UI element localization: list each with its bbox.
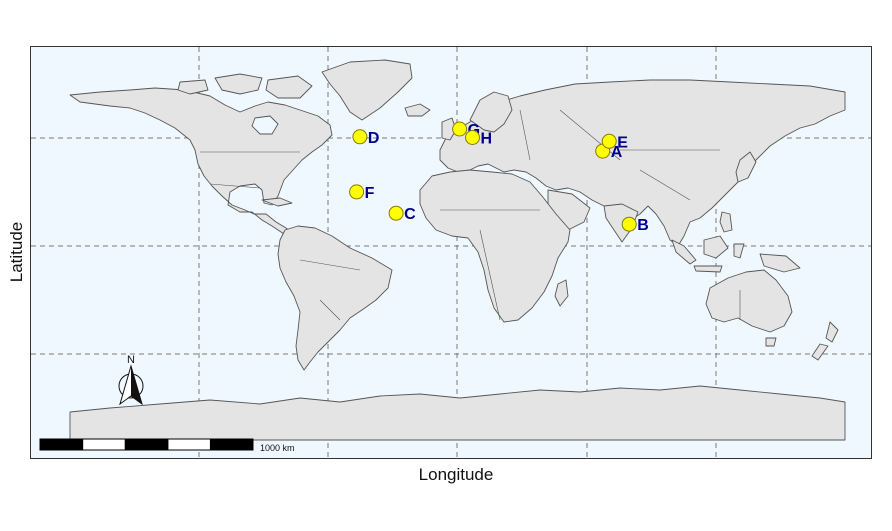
india [603,203,639,243]
eurasia [439,79,846,247]
south-america [277,225,393,371]
border [639,169,691,201]
location-point [621,216,637,232]
location-label: F [365,185,375,202]
scandinavia [469,91,513,133]
hudson-bay [251,115,279,135]
location-label: E [617,134,628,151]
britain [441,117,457,141]
scale-bar-segment [167,438,211,451]
borneo [703,235,729,259]
north-arrow: N [118,354,144,406]
location-label: B [637,217,649,234]
land [69,59,846,441]
y-axis-title: Latitude [7,222,26,283]
scale-bar-segment [209,438,254,451]
new-guinea [759,253,801,273]
iceland [404,103,431,117]
new-zealand [825,321,839,343]
north-arrow-label: N [127,354,135,366]
philippines [719,211,733,233]
greenland [321,59,413,121]
arctic-islands [214,73,263,95]
japan [735,151,757,183]
border [319,299,341,321]
arctic-islands [265,75,313,99]
africa [419,169,571,323]
arctic-islands [177,79,209,95]
scale-bar: 1000 km [39,438,295,453]
australia [705,269,793,333]
location-point [388,205,404,221]
sumatra [671,239,697,265]
location-point [601,133,617,149]
location-point [452,121,468,137]
borders [200,109,741,321]
location-label: A [611,144,623,161]
border [209,183,261,189]
java [693,265,723,273]
location-point [352,129,368,145]
border [299,259,361,271]
scale-bar-segment [82,438,126,451]
location-point [349,184,365,200]
location-label: C [404,206,416,223]
antarctica [69,385,846,441]
scale-bar-label: 1000 km [260,443,295,453]
scale-bar-segment [124,438,169,451]
new-zealand [811,343,829,361]
location-point [465,130,480,145]
location-label: D [368,130,380,147]
points-layer: ABCDEFGH [349,121,649,234]
x-axis-title: Longitude [419,465,494,484]
border [479,229,501,321]
sulawesi [733,243,745,259]
location-label: H [481,131,493,148]
north-arrow-needle-dark [131,366,142,404]
madagascar [554,279,569,307]
tasmania [765,337,777,347]
border [519,109,531,161]
scale-bar-segment [39,438,84,451]
caribbean [261,197,293,207]
